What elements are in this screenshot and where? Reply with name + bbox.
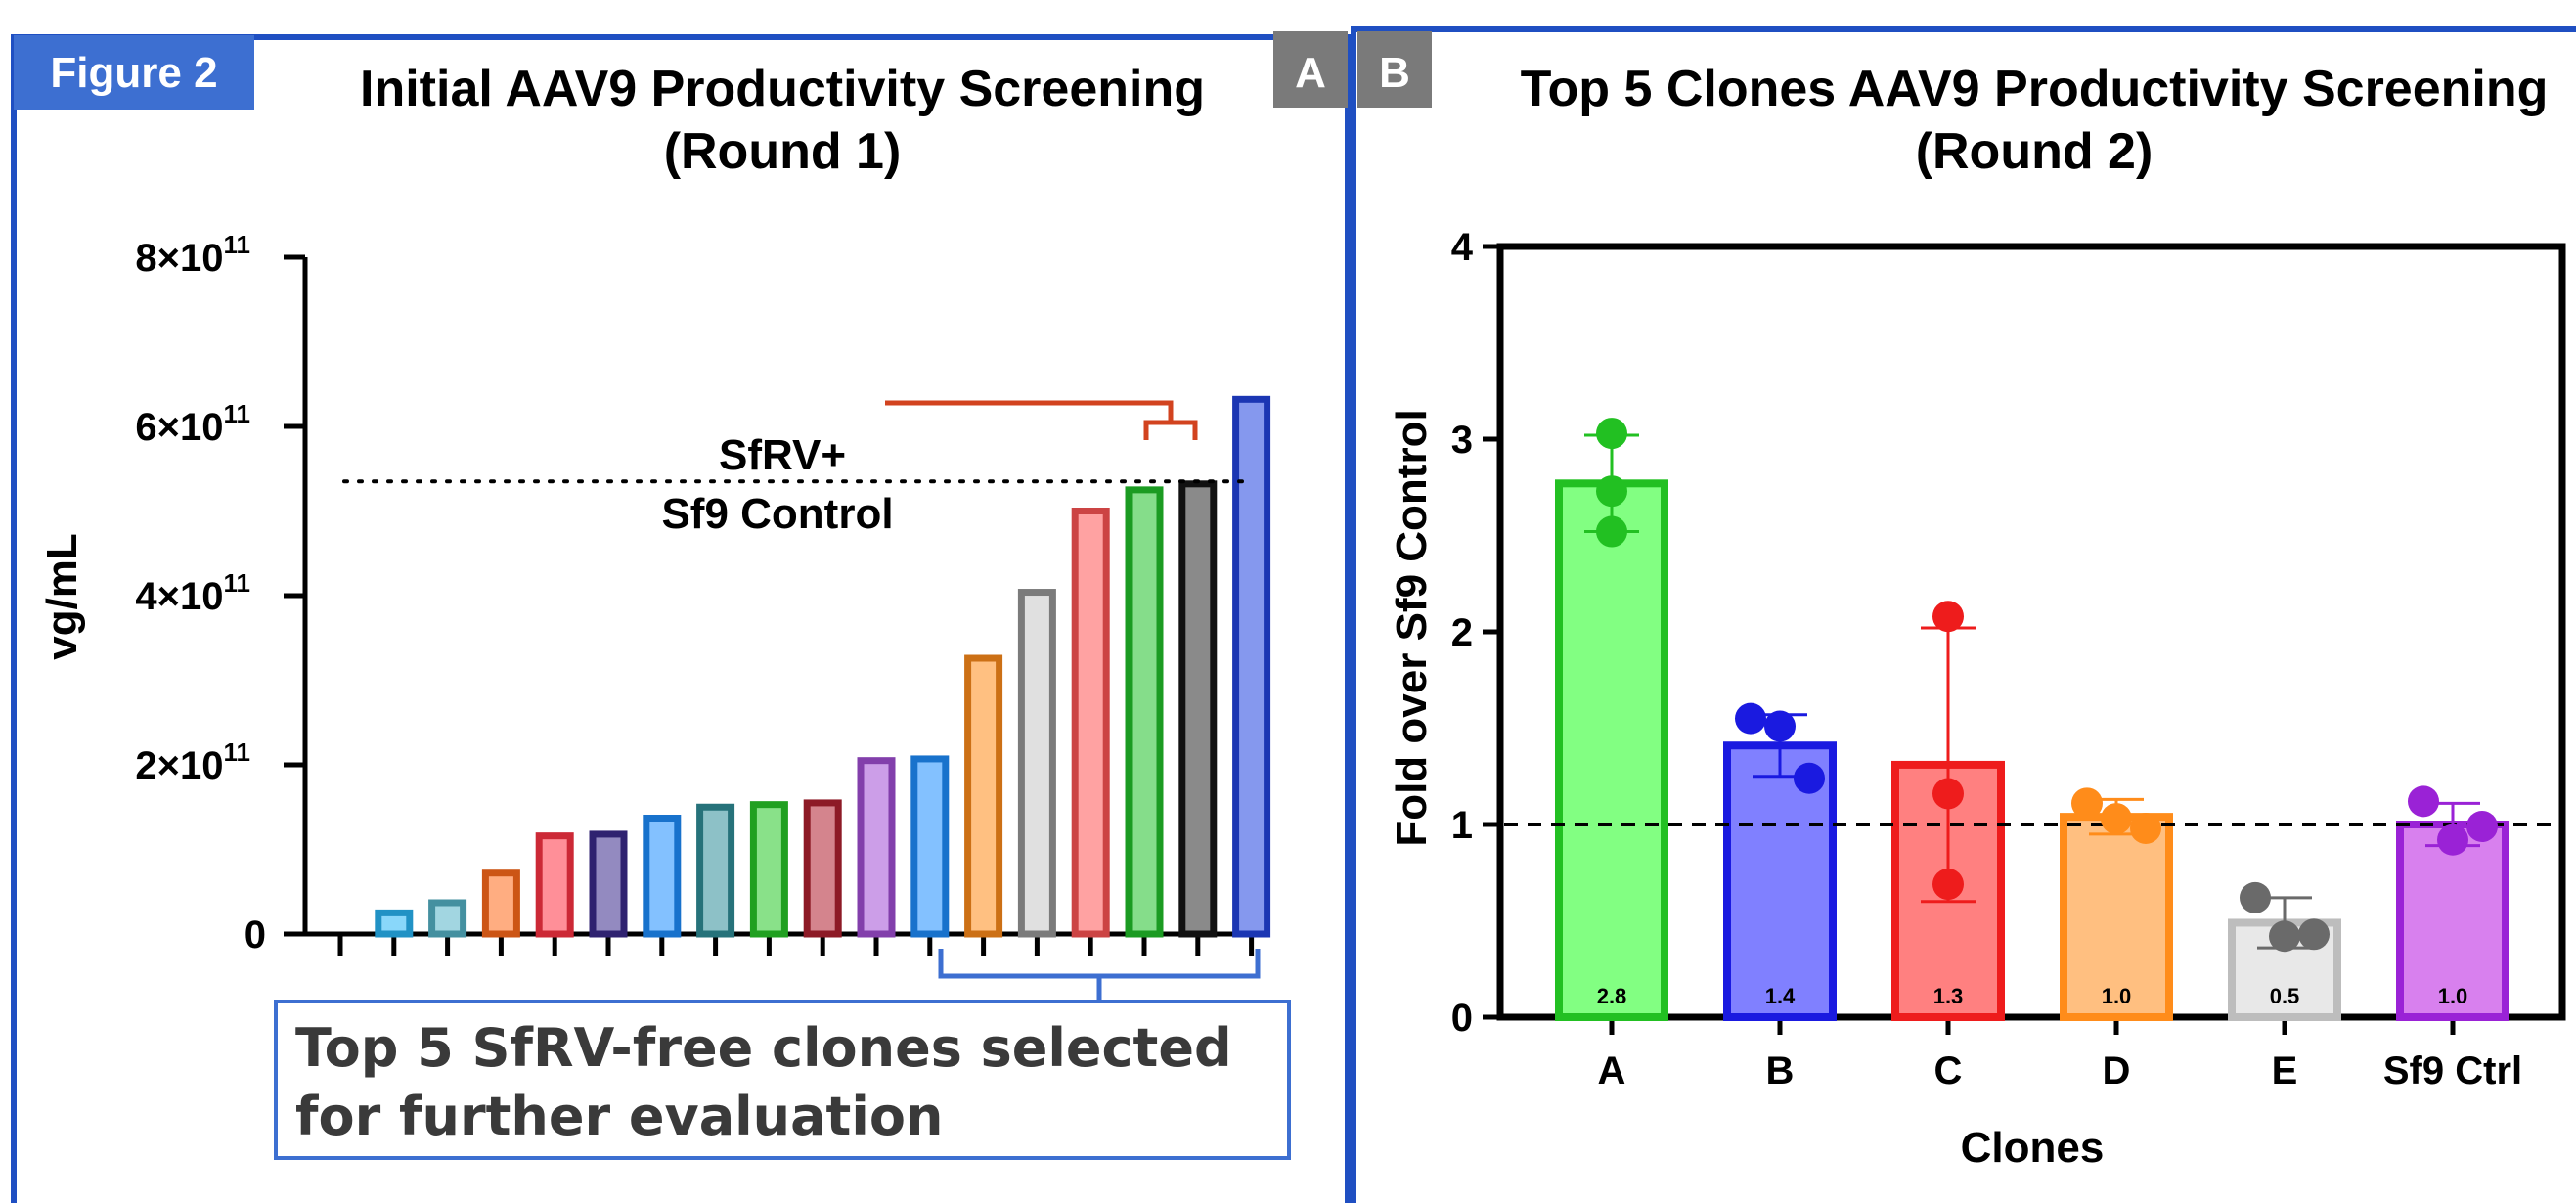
panel-b-badge <box>1357 31 1432 108</box>
panel-b-point <box>1932 601 1964 633</box>
panel-a-letter: A <box>1295 49 1326 97</box>
panel-b-ytick-label: 2 <box>1451 611 1473 654</box>
callout-line1: Top 5 SfRV-free clones selected <box>295 1017 1232 1079</box>
panel-b-bar-value-label: 1.0 <box>2438 984 2468 1008</box>
panel-a-bar <box>1017 589 1056 938</box>
panel-b-frame <box>1351 26 2576 1203</box>
panel-a-bar <box>535 832 574 938</box>
panel-a-title-line2: (Round 1) <box>664 123 902 180</box>
panel-b-category-label: B <box>1766 1049 1795 1092</box>
panel-a-bar <box>375 909 414 938</box>
panel-b-point <box>2298 918 2330 951</box>
callout-box <box>274 1000 1291 1160</box>
panel-a-bar <box>910 755 950 938</box>
panel-a-bar <box>589 830 628 938</box>
panel-b-category-label: Sf9 Ctrl <box>2383 1049 2522 1092</box>
panel-b-title-line2: (Round 2) <box>1916 123 2154 180</box>
panel-b-bar <box>2396 821 2509 1021</box>
panel-b-category-label: A <box>1598 1049 1626 1092</box>
panel-b-value-labels: 2.8 1.4 1.3 1.0 0.5 1.0 <box>1597 984 2468 1008</box>
panel-b-bars <box>1555 479 2509 1021</box>
panel-a-bar <box>1125 486 1164 938</box>
panel-b-point <box>2437 824 2468 856</box>
panel-b-ytick-label: 4 <box>1451 226 1474 269</box>
panel-b-category-label: D <box>2103 1049 2131 1092</box>
panel-b-category-label: E <box>2272 1049 2298 1092</box>
panel-b-error-bars <box>1584 433 2480 950</box>
panel-a-badge <box>1273 31 1348 108</box>
panel-b-title-line1: Top 5 Clones AAV9 Productivity Screening <box>1521 61 2549 117</box>
panel-a-bar <box>749 801 788 938</box>
reference-label-line1: SfRV+ <box>719 431 846 479</box>
panel-b-axes: 0 1 2 3 4 <box>1451 226 2456 1040</box>
panel-b-point <box>2466 810 2498 842</box>
panel-a-bar <box>964 654 1003 938</box>
panel-b-point <box>2408 785 2439 818</box>
panel-a-bar <box>1232 395 1271 938</box>
panel-b-point <box>2130 812 2161 844</box>
panel-b-xlabel: Clones <box>1961 1124 2105 1172</box>
panel-b-point <box>2269 920 2300 953</box>
panel-b-point <box>1764 710 1796 742</box>
panel-b-point <box>1735 702 1766 735</box>
panel-b-bar-value-label: 0.5 <box>2270 984 2300 1008</box>
reference-label-line2: Sf9 Control <box>661 490 893 538</box>
callout-line2: for further evaluation <box>295 1086 943 1147</box>
figure-label: Figure 2 <box>50 49 217 97</box>
panel-a-bar <box>481 869 520 938</box>
panel-a-ytick-label: 4×1011 <box>135 568 250 618</box>
panel-a-title-line1: Initial AAV9 Productivity Screening <box>360 61 1205 117</box>
panel-a-bar <box>1071 508 1110 938</box>
panel-b-point <box>2071 787 2103 820</box>
panel-a-frame <box>11 34 1351 1203</box>
panel-b-category-label: C <box>1934 1049 1963 1092</box>
panel-b-point <box>2101 803 2132 835</box>
panel-b-letter: B <box>1379 49 1410 97</box>
panel-a-bar <box>696 803 735 938</box>
panel-a-ytick-label: 2×1011 <box>135 737 250 787</box>
panel-b-bar-value-label: 2.8 <box>1597 984 1627 1008</box>
panel-b-categories: A B C D E Sf9 Ctrl <box>1598 1049 2523 1092</box>
panel-b-point <box>1932 778 1964 810</box>
selection-bracket <box>938 949 1261 1000</box>
panel-b-bar-value-label: 1.3 <box>1933 984 1964 1008</box>
figure-badge <box>14 35 254 110</box>
panel-b-ytick-label: 3 <box>1451 419 1473 462</box>
panel-b-point <box>1932 869 1964 901</box>
panel-b-bar-value-label: 1.0 <box>2102 984 2132 1008</box>
panel-b-point <box>2240 881 2271 913</box>
panel-a-bars <box>375 395 1271 938</box>
panel-a-bar <box>857 757 896 938</box>
panel-a-ylabel: vg/mL <box>38 533 86 660</box>
panel-a-bar <box>803 799 842 938</box>
panel-b-ylabel: Fold over Sf9 Control <box>1388 409 1436 846</box>
panel-b-ytick-label: 0 <box>1451 997 1473 1040</box>
panel-b-bar-value-label: 1.4 <box>1765 984 1796 1008</box>
panel-a-ytick-label: 8×1011 <box>135 230 250 280</box>
panel-a-bar <box>1178 480 1218 938</box>
panel-b-point <box>1596 475 1627 508</box>
panel-a-bar <box>643 814 682 938</box>
panel-b-ytick-label: 1 <box>1451 804 1473 847</box>
panel-b-bar <box>1555 479 1668 1021</box>
panel-a-bar <box>428 899 467 938</box>
panel-b-point <box>1596 515 1627 548</box>
sfrv-bracket <box>885 400 1198 440</box>
panel-b-point <box>1794 762 1825 794</box>
panel-b-point <box>1596 418 1627 450</box>
panel-a-ytick-label: 6×1011 <box>135 399 250 449</box>
panel-b-points <box>1596 418 2498 953</box>
panel-a-ytick-label: 0 <box>244 913 266 957</box>
